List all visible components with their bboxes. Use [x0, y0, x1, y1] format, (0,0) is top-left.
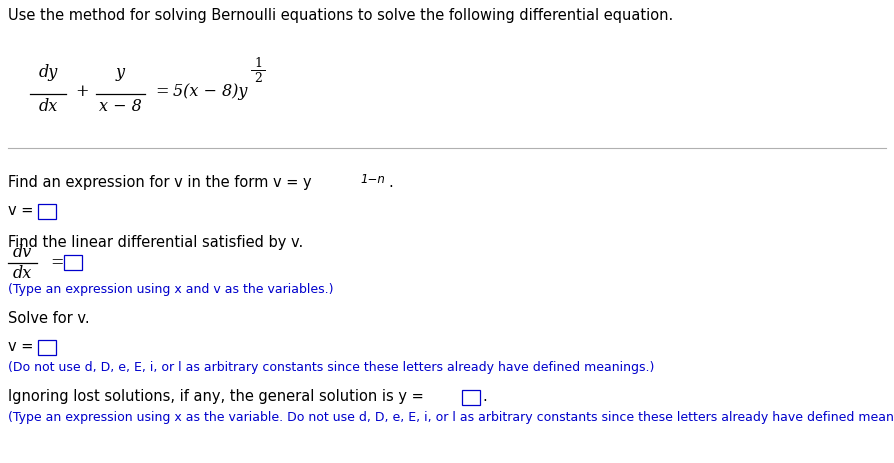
Text: .: .	[482, 389, 486, 404]
FancyBboxPatch shape	[38, 340, 56, 355]
Text: Find the linear differential satisfied by v.: Find the linear differential satisfied b…	[8, 235, 303, 250]
Text: dx: dx	[13, 265, 31, 282]
Text: v =: v =	[8, 339, 33, 354]
Text: +: +	[75, 83, 89, 100]
Text: dv: dv	[13, 244, 31, 261]
Text: =: =	[156, 83, 169, 100]
FancyBboxPatch shape	[462, 390, 480, 405]
Text: Ignoring lost solutions, if any, the general solution is y =: Ignoring lost solutions, if any, the gen…	[8, 389, 428, 404]
Text: y: y	[115, 64, 124, 81]
Text: Find an expression for v in the form v = y: Find an expression for v in the form v =…	[8, 175, 312, 190]
Text: (Do not use d, D, e, E, i, or l as arbitrary constants since these letters alrea: (Do not use d, D, e, E, i, or l as arbit…	[8, 361, 654, 374]
Text: x − 8: x − 8	[98, 98, 141, 115]
Text: 1−n: 1−n	[360, 173, 385, 186]
Text: Use the method for solving Bernoulli equations to solve the following differenti: Use the method for solving Bernoulli equ…	[8, 8, 673, 23]
Text: dy: dy	[38, 64, 57, 81]
FancyBboxPatch shape	[38, 204, 56, 219]
Text: dx: dx	[38, 98, 57, 115]
FancyBboxPatch shape	[64, 255, 82, 270]
Text: (Type an expression using x and v as the variables.): (Type an expression using x and v as the…	[8, 283, 333, 296]
Text: (Type an expression using x as the variable. Do not use d, D, e, E, i, or l as a: (Type an expression using x as the varia…	[8, 411, 894, 424]
Text: Solve for v.: Solve for v.	[8, 311, 89, 326]
Text: =: =	[50, 255, 63, 271]
Text: 2: 2	[254, 72, 262, 85]
Text: 5(x − 8)y: 5(x − 8)y	[173, 83, 247, 100]
Text: 1: 1	[254, 57, 262, 70]
Text: v =: v =	[8, 203, 33, 218]
Text: .: .	[388, 175, 392, 190]
